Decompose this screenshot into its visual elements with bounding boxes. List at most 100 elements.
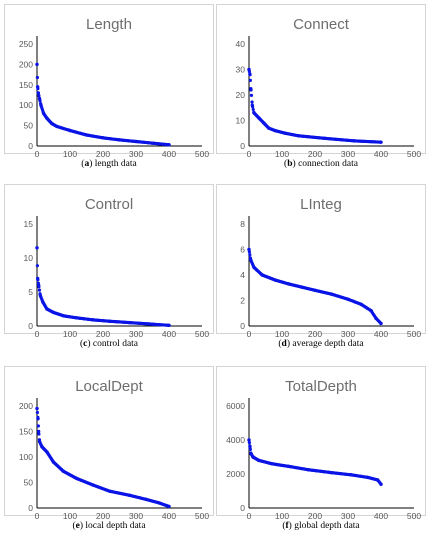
x-tick-label: 300	[129, 149, 143, 159]
data-point	[37, 97, 42, 101]
data-point	[40, 445, 44, 449]
data-series	[247, 438, 383, 486]
chart-caption: (d) average depth data	[216, 339, 426, 349]
data-point	[61, 469, 66, 473]
data-point	[329, 292, 334, 296]
data-point	[68, 128, 72, 133]
data-point	[41, 300, 45, 304]
data-point	[247, 438, 251, 442]
data-point	[41, 111, 46, 116]
data-point	[286, 464, 291, 469]
x-tick-label: 200	[308, 511, 322, 521]
x-tick-label: 300	[129, 329, 143, 339]
x-tick-label: 200	[308, 149, 322, 159]
caption-tag: (b)	[284, 159, 296, 169]
data-point	[45, 116, 49, 120]
chart-caption: (c) control data	[4, 339, 214, 349]
data-point	[270, 462, 274, 466]
data-point	[39, 103, 43, 107]
data-point	[35, 62, 39, 67]
data-point	[36, 283, 41, 287]
data-point	[248, 445, 252, 449]
x-tick-label: 200	[96, 511, 110, 521]
data-point	[101, 136, 105, 140]
chart-title: LocalDept	[75, 378, 143, 395]
y-tick-label: 150	[19, 427, 33, 437]
data-point	[35, 246, 39, 250]
data-point	[379, 140, 383, 144]
x-tick-label: 100	[275, 149, 289, 159]
chart-caption: (b) connection data	[216, 159, 426, 169]
chart-title: Control	[84, 196, 134, 213]
x-tick-label: 200	[96, 149, 110, 159]
data-point	[247, 247, 251, 252]
data-point	[379, 482, 383, 486]
y-tick-label: 2000	[226, 469, 245, 479]
x-tick-label: 100	[275, 329, 289, 339]
y-tick-label: 50	[24, 121, 34, 131]
data-point	[352, 139, 357, 143]
y-tick-label: 0	[240, 141, 245, 151]
data-point	[273, 278, 278, 282]
data-point	[84, 133, 89, 137]
data-point	[35, 406, 39, 411]
data-point	[127, 320, 132, 325]
chart-caption: (f) global depth data	[216, 521, 426, 531]
chart-panel: Length 0 100 200 300 400 500 0 50 100 150 200 250 (a)…	[4, 4, 214, 179]
x-tick-label: 400	[162, 329, 176, 339]
x-tick-label: 500	[195, 149, 209, 159]
data-point	[51, 310, 56, 315]
x-tick-label: 0	[247, 511, 252, 521]
data-point	[257, 116, 261, 120]
chart-caption: (a) length data	[4, 159, 214, 169]
data-point	[117, 138, 122, 142]
data-point	[248, 72, 252, 77]
data-point	[150, 141, 155, 145]
data-point	[313, 288, 317, 292]
x-tick-label: 0	[247, 149, 252, 159]
data-point	[37, 432, 41, 436]
data-point	[283, 131, 287, 135]
y-tick-label: 0	[28, 141, 33, 151]
chart-panel: TotalDepth 0 100 200 300 400 500 0 2000 4000 6000 (…	[216, 366, 426, 541]
y-tick-label: 100	[19, 452, 33, 462]
x-tick-label: 500	[195, 329, 209, 339]
y-tick-label: 200	[19, 59, 33, 69]
x-tick-label: 100	[63, 329, 77, 339]
y-tick-label: 0	[28, 503, 33, 513]
data-point	[36, 417, 40, 421]
y-tick-label: 6000	[226, 401, 245, 411]
chart-plot: 0 100 200 300 400 500 0 50 100 150 200 250	[19, 36, 209, 159]
y-tick-label: 50	[24, 478, 34, 488]
data-point	[147, 322, 151, 326]
data-point	[134, 139, 138, 144]
y-tick-label: 4	[240, 270, 245, 280]
chart-frame	[216, 4, 426, 154]
chart-title: Connect	[293, 16, 349, 33]
data-point	[35, 410, 39, 415]
data-point	[248, 78, 252, 82]
data-point	[35, 85, 40, 89]
data-point	[251, 107, 255, 112]
data-point	[329, 470, 334, 475]
x-tick-label: 0	[247, 329, 252, 339]
data-point	[250, 100, 254, 104]
data-point	[157, 501, 161, 505]
data-point	[248, 258, 253, 262]
data-series	[35, 246, 171, 328]
data-point	[167, 323, 171, 328]
caption-text: global depth data	[291, 521, 360, 531]
data-point	[286, 282, 291, 286]
x-tick-label: 500	[407, 329, 421, 339]
data-point	[359, 302, 363, 307]
data-point	[74, 476, 79, 481]
data-point	[144, 497, 148, 502]
x-tick-label: 300	[129, 511, 143, 521]
data-point	[249, 93, 254, 97]
data-point	[323, 136, 327, 141]
chart-title: Length	[86, 16, 132, 33]
caption-text: connection data	[295, 159, 358, 169]
data-point	[252, 265, 256, 270]
y-tick-label: 0	[240, 321, 245, 331]
data-point	[51, 460, 56, 464]
